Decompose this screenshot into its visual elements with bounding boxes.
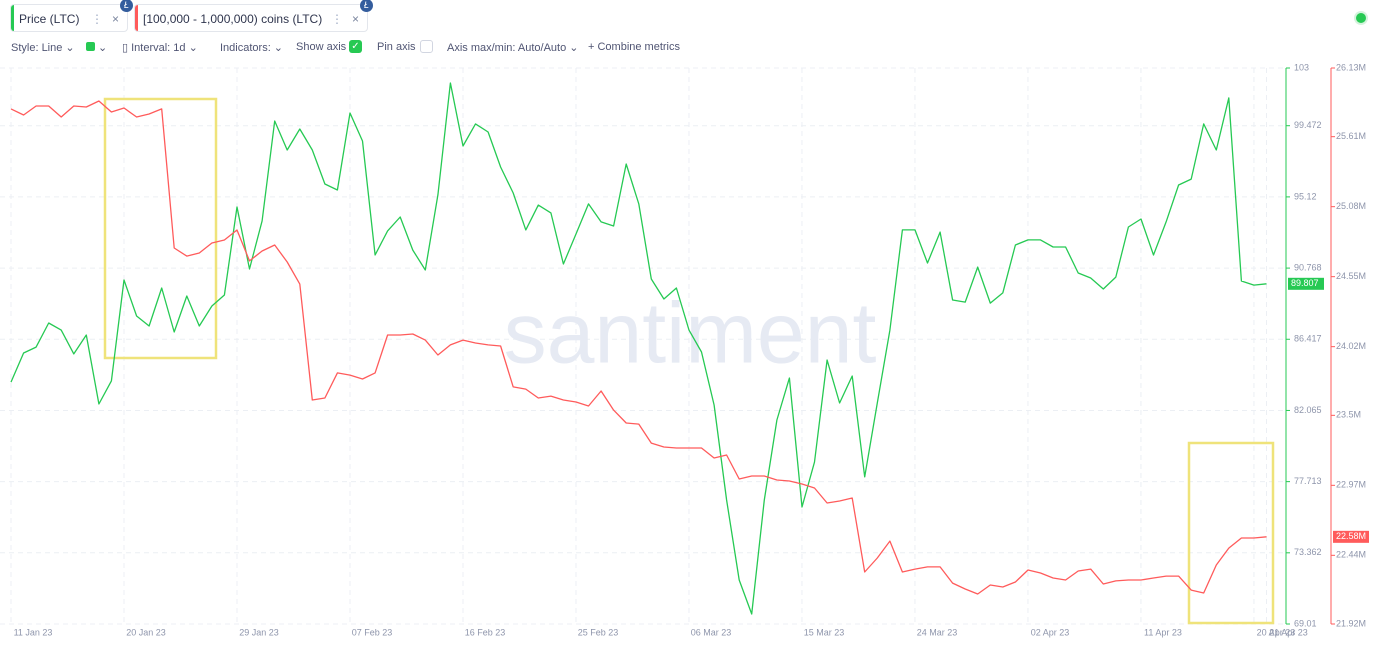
pin-axis-label: Pin axis [377,41,416,53]
x-tick-label: 07 Feb 23 [352,627,393,637]
y2-tick-label: 24.55M [1336,271,1366,281]
x-tick-label: 20 Apr 23 [1257,627,1296,637]
y-tick-label: 103 [1294,62,1309,72]
axis-dropdown[interactable]: Axis max/min: Auto/Auto ⌄ [447,42,579,54]
y-tick-label: 82.065 [1294,405,1322,415]
combine-label: Combine metrics [597,41,681,53]
series-line [10,100,1267,595]
x-tick-label: 20 Jan 23 [126,627,166,637]
y-tick-label: 95.12 [1294,191,1317,201]
menu-icon[interactable]: ⋮ [91,12,103,26]
y2-tick-label: 22.44M [1336,550,1366,560]
show-axis-checkbox[interactable]: ✓ [349,40,362,53]
y-tick-label: 77.713 [1294,476,1322,486]
combine-button[interactable]: + Combine metrics [588,41,681,53]
legend-label: [100,000 - 1,000,000) coins (LTC) [143,12,323,26]
highlight-box [1187,441,1275,625]
style-label: Style: Line [11,42,63,54]
x-tick-label: 02 Apr 23 [1031,627,1070,637]
last-value-label: 22.58M [1336,531,1366,541]
indicators-dropdown[interactable]: Indicators: ⌄ [220,42,284,54]
tab-color [135,5,138,31]
color-dropdown[interactable]: ⌄ [86,41,107,54]
x-tick-label: 24 Mar 23 [917,627,958,637]
tab-color [11,5,14,31]
legend-label: Price (LTC) [19,12,80,26]
y2-tick-label: 23.5M [1336,410,1361,420]
metric-tab[interactable]: [100,000 - 1,000,000) coins (LTC) ⋮ × Ł [134,0,373,32]
x-tick-label: 06 Mar 23 [691,627,732,637]
y2-tick-label: 24.02M [1336,341,1366,351]
y2-tick-label: 26.13M [1336,62,1366,72]
axis-label: Axis max/min: Auto/Auto [447,42,567,54]
series-line [10,82,1267,615]
y2-tick-label: 22.97M [1336,480,1366,490]
metric-tab[interactable]: Price (LTC) ⋮ × Ł [10,0,133,32]
interval-dropdown[interactable]: ▯ Interval: 1d ⌄ [122,42,198,54]
x-tick-label: 29 Jan 23 [239,627,279,637]
menu-icon[interactable]: ⋮ [331,12,343,26]
close-icon[interactable]: × [111,12,119,26]
ltc-badge: Ł [120,0,133,12]
y2-tick-label: 25.08M [1336,201,1366,211]
watermark: santiment [504,286,877,382]
y2-tick-label: 25.61M [1336,131,1366,141]
interval-label: Interval: 1d [131,42,186,54]
x-tick-label: 11 Apr 23 [1144,627,1182,637]
y-tick-label: 90.768 [1294,262,1322,272]
y-tick-label: 86.417 [1294,334,1322,344]
show-axis-label: Show axis [296,41,347,53]
style-dropdown[interactable]: Style: Line ⌄ [11,42,75,54]
status-dot [1356,13,1366,23]
x-tick-label: 25 Feb 23 [578,627,619,637]
highlight-box [103,97,218,360]
y2-tick-label: 21.92M [1336,618,1366,628]
pin-axis-checkbox[interactable] [420,40,433,53]
x-tick-label: 11 Jan 23 [14,627,53,637]
y-tick-label: 73.362 [1294,547,1322,557]
color-swatch [86,42,95,51]
x-tick-label: 16 Feb 23 [465,627,506,637]
last-value-box [1333,530,1369,543]
y-tick-label: 69.01 [1294,618,1317,628]
x-tick-label: 15 Mar 23 [804,627,845,637]
indicators-label: Indicators: [220,42,271,54]
close-icon[interactable]: × [351,12,359,26]
y-tick-label: 99.472 [1294,120,1322,130]
x-tick-label: 21 Apr 23 [1269,627,1308,637]
ltc-badge: Ł [360,0,373,12]
last-value-box [1288,277,1324,290]
last-value-label: 89.807 [1291,278,1319,288]
